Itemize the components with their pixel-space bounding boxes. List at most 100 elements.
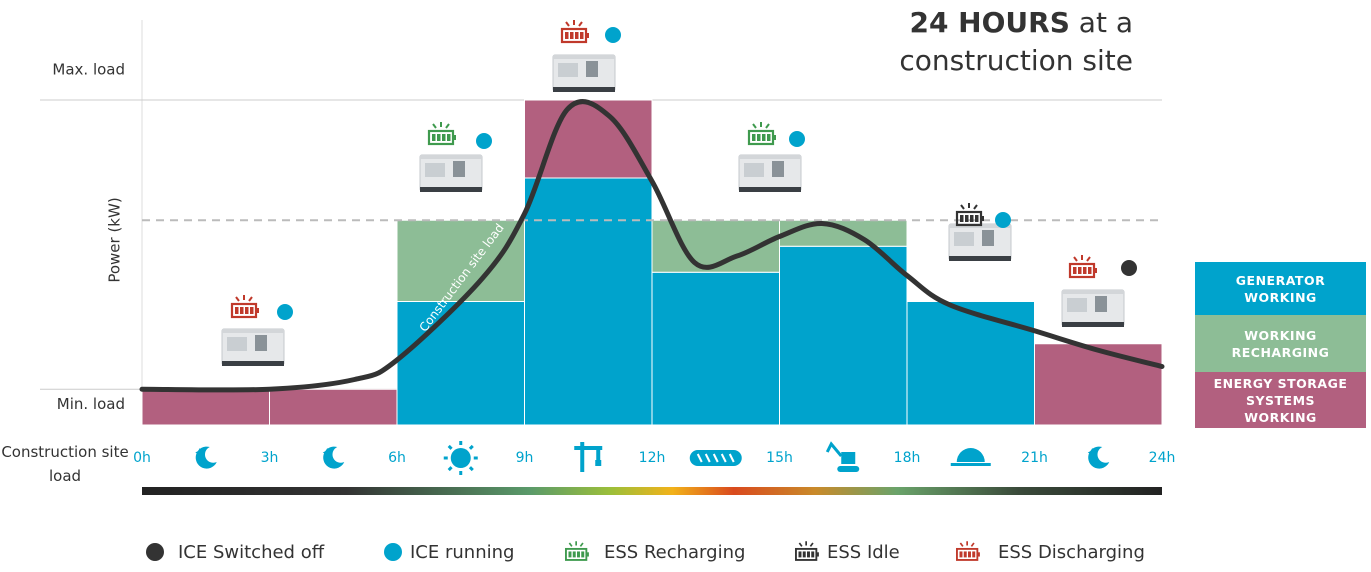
period-icon [690, 450, 742, 466]
battery-tip [453, 135, 456, 140]
gen-grill [1067, 298, 1087, 312]
legend-label: ESS Idle [827, 542, 900, 563]
bar-segment [1035, 344, 1163, 425]
x-axis-label: Construction site load [0, 440, 130, 488]
x-tick-label: 3h [261, 450, 279, 466]
x-tick-label: 6h [388, 450, 406, 466]
legend-label: ESS Discharging [998, 542, 1145, 563]
period-icon [444, 441, 478, 475]
battery-cell [799, 551, 802, 557]
battery-cell [1083, 267, 1087, 274]
battery-cell [580, 32, 584, 39]
period-icon [195, 447, 217, 469]
legend-dot [384, 543, 402, 561]
battery-tip [586, 552, 589, 556]
generator-icon [420, 155, 482, 192]
title: 24 HOURS at a construction site [873, 4, 1133, 80]
legend-label: ICE running [410, 542, 514, 563]
battery-tip [586, 33, 589, 38]
battery-icon [957, 203, 984, 225]
load-gradient [142, 487, 1162, 495]
gen-strip [222, 329, 284, 333]
battery-tip [981, 216, 984, 221]
battery-tip [977, 552, 980, 556]
spark [960, 541, 974, 546]
sunset [957, 448, 985, 462]
battery-cell [964, 551, 967, 557]
legend-item: ENERGY STORAGE SYSTEMS WORKING [1195, 372, 1366, 428]
title-bold: 24 HOURS [909, 6, 1069, 39]
gen-base [553, 87, 615, 92]
battery-cell [965, 215, 969, 222]
gen-strip [553, 55, 615, 59]
battery-cell [752, 134, 756, 141]
battery-icon [232, 295, 259, 317]
x-tick-label: 24h [1149, 450, 1176, 466]
legend-label: ICE Switched off [178, 542, 325, 563]
battery-cell [250, 307, 254, 314]
period-icon [827, 444, 859, 472]
generator-icon [949, 224, 1011, 261]
battery-tip [256, 308, 259, 313]
battery-cell [1073, 267, 1077, 274]
battery-cell [960, 215, 964, 222]
spark [566, 20, 582, 26]
bar-segment [142, 389, 270, 425]
gen-grill [425, 163, 445, 177]
bar-segment [652, 272, 780, 425]
x-tick-label: 0h [133, 450, 151, 466]
spark [1074, 255, 1090, 261]
period-icon [951, 448, 991, 466]
gen-strip [739, 155, 801, 159]
battery-icon [562, 20, 589, 42]
hook [595, 460, 601, 466]
gen-grill [744, 163, 764, 177]
generator-icon [553, 55, 615, 92]
gen-panel [982, 230, 994, 246]
bar-segment [525, 178, 653, 425]
gen-panel [1095, 296, 1107, 312]
ice-dot [476, 133, 492, 149]
sun [451, 448, 471, 468]
period-icon [1088, 447, 1110, 469]
battery-cell [803, 551, 806, 557]
gen-grill [227, 337, 247, 351]
battery-cell [577, 551, 580, 557]
legend-dot [146, 543, 164, 561]
gen-base [949, 256, 1011, 261]
battery-cell [570, 32, 574, 39]
bar-segment [907, 302, 1035, 426]
battery-cell [1088, 267, 1092, 274]
battery-cell [245, 307, 249, 314]
battery-cell [575, 32, 579, 39]
ray [449, 467, 452, 470]
page: {"chart_data": { "type": "stacked-step",… [0, 0, 1371, 572]
battery-icon [1070, 255, 1097, 277]
ice-dot [1121, 260, 1137, 276]
battery-cell [432, 134, 436, 141]
period-icon [323, 447, 345, 469]
y-tick-label: Min. load [57, 395, 125, 413]
generator-icon [739, 155, 801, 192]
battery-cell [762, 134, 766, 141]
generator-icon [1062, 290, 1124, 327]
gen-base [739, 187, 801, 192]
battery-cell [569, 551, 572, 557]
battery-cell [442, 134, 446, 141]
track [837, 466, 859, 472]
x-tick-label: 9h [516, 450, 534, 466]
gen-base [420, 187, 482, 192]
battery-cell [573, 551, 576, 557]
ray [449, 446, 452, 449]
arm [827, 444, 841, 456]
horizon [951, 463, 991, 466]
battery-icon [749, 122, 776, 144]
gen-grill [954, 232, 974, 246]
battery-tip [1094, 268, 1097, 273]
x-tick-label: 21h [1021, 450, 1048, 466]
chart: Power (kW) Min. loadMax. loadConstructio… [0, 0, 1371, 572]
gen-panel [453, 161, 465, 177]
battery-icon [957, 541, 980, 560]
bar-segment [780, 246, 908, 425]
x-tick-label: 15h [766, 450, 793, 466]
